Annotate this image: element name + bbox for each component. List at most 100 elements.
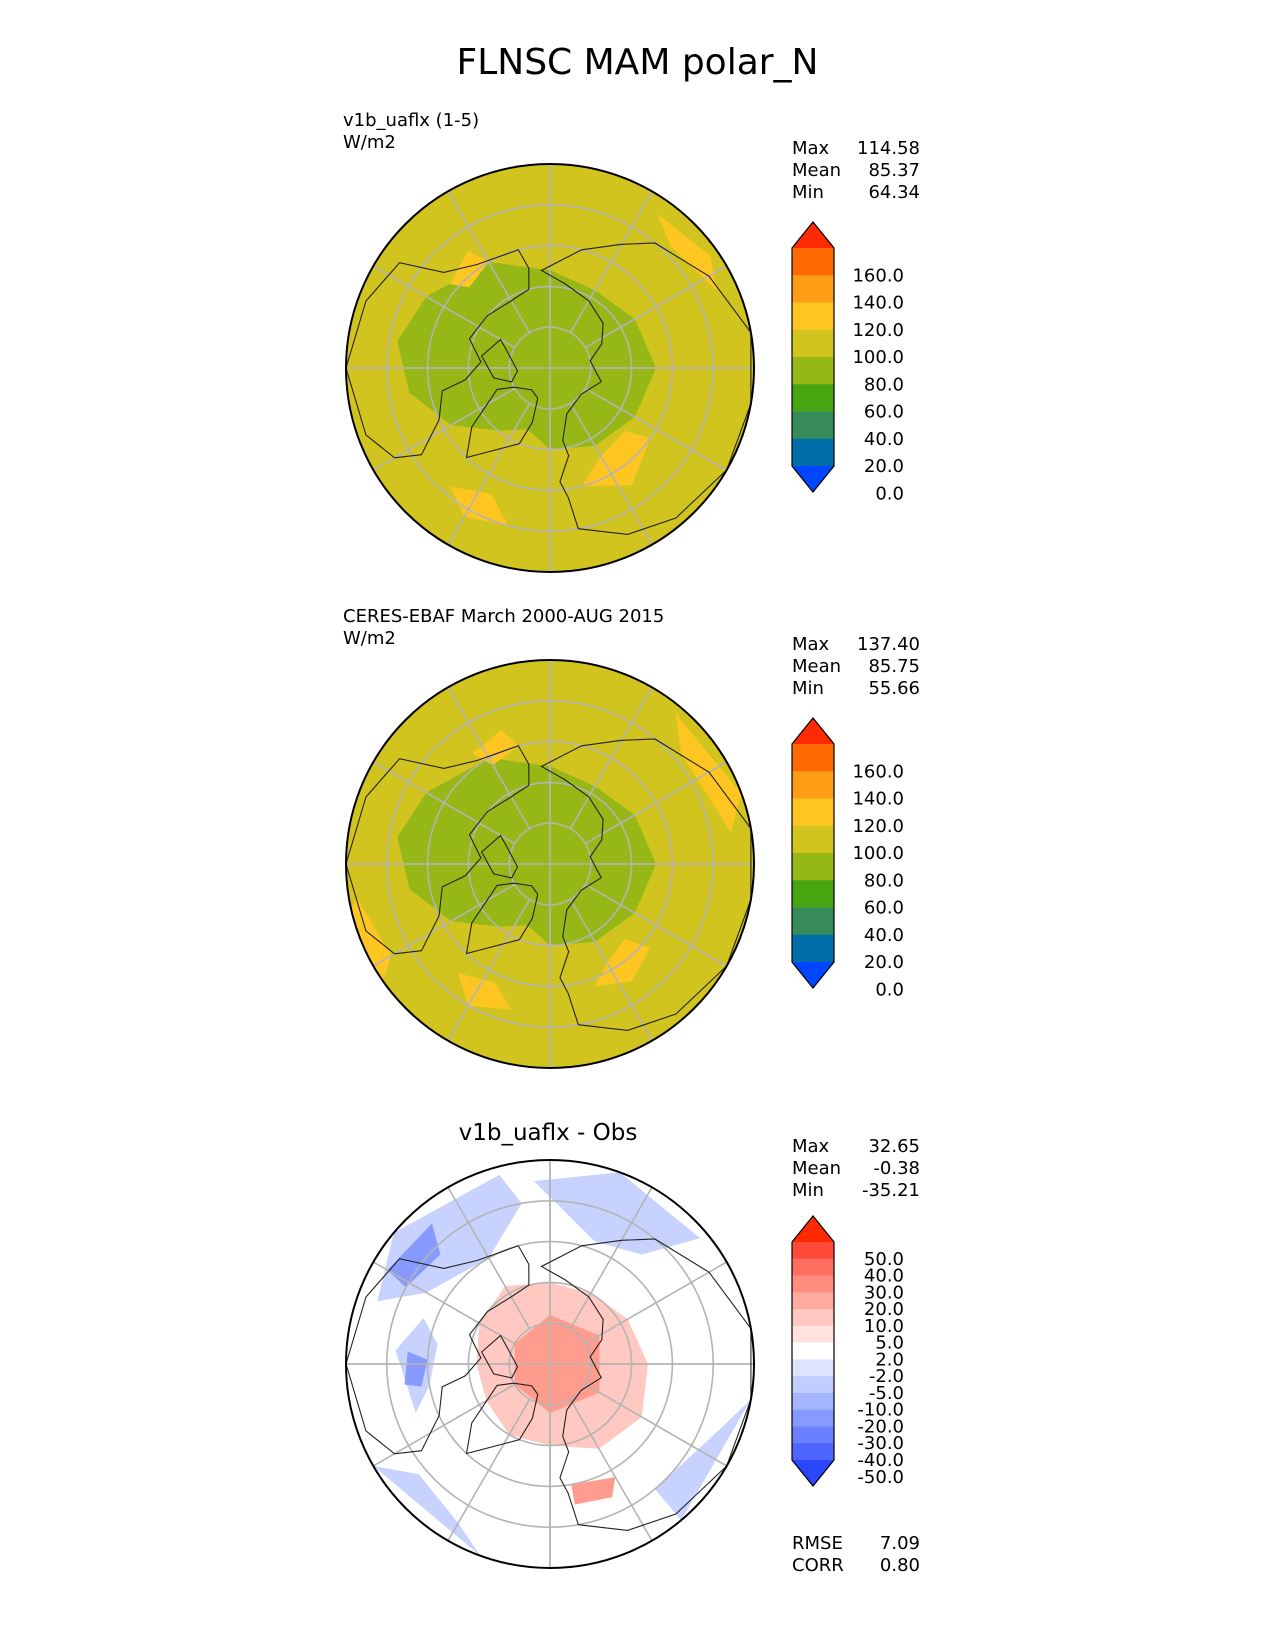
colorbar-segment [792, 1376, 834, 1394]
colorbar-tick-label: 40.0 [864, 1266, 904, 1287]
panel-3-colorbar: 50.040.030.020.010.05.02.0-2.0-5.0-10.0-… [791, 1215, 904, 1488]
stat-label: Mean [792, 1158, 842, 1179]
colorbar-tick-label: 80.0 [864, 870, 904, 891]
colorbar-tick-label: 10.0 [864, 1316, 904, 1337]
high-flux-region [346, 898, 391, 982]
colorbar-segment [792, 907, 834, 936]
high-flux-region [449, 251, 489, 288]
colorbar-segment [792, 744, 834, 772]
panel-1-colorbar: 160.0 140.0 120.0 100.0 80.0 60.0 40.0 20.0 0.0 [791, 221, 904, 504]
colorbar-segment [792, 1342, 834, 1360]
panel-1-title-line1: v1b_uaflx (1-5) [343, 110, 480, 131]
coastline-eurasia [540, 1238, 752, 1531]
low-flux-region [397, 261, 657, 450]
colorbar-segment [792, 934, 834, 963]
panel-2-colorbar: 160.0 140.0 120.0 100.0 80.0 60.0 40.0 20.0 0.0 [791, 717, 904, 1000]
colorbar-segment [792, 825, 834, 854]
colorbar-tick-label: -10.0 [857, 1400, 904, 1421]
colorbar-segment [792, 1443, 834, 1461]
panel-2-polar-map [345, 659, 755, 1069]
map-boundary [345, 659, 755, 1069]
longitude-gridline [584, 761, 728, 845]
longitude-gridline [584, 387, 728, 471]
stat-label: Max [792, 634, 830, 655]
colorbar-segment [792, 1309, 834, 1327]
panel-3-polar-map [345, 1159, 755, 1569]
longitude-gridline [447, 686, 531, 830]
longitude-gridline [372, 761, 516, 845]
colorbar-top-extension [792, 222, 834, 248]
panel-2-title: CERES-EBAF March 2000-AUG 2015 W/m2 [343, 606, 664, 650]
colorbar-segment [792, 853, 834, 881]
longitude-gridline [569, 686, 653, 830]
colorbar-segment [792, 275, 834, 303]
colorbar-outline [791, 221, 835, 493]
panel-1-polar-map [345, 163, 755, 573]
colorbar-tick-label: 160.0 [852, 761, 904, 782]
colorbar-segment [792, 1426, 834, 1444]
negative-bias-region [404, 1351, 428, 1387]
stat-value: -35.21 [861, 1180, 920, 1201]
longitude-gridline [447, 1186, 531, 1330]
colorbar-tick-label: 120.0 [852, 320, 904, 341]
stat-value: 7.09 [879, 1533, 920, 1554]
colorbar-segment [792, 880, 834, 908]
negative-bias-region [654, 1399, 751, 1521]
colorbar-segment [792, 1275, 834, 1293]
colorbar-segment [792, 1359, 834, 1377]
coastline-greenland [465, 386, 539, 459]
longitude-gridline [372, 265, 516, 349]
colorbar-segment [792, 771, 834, 799]
coastline-greenland [465, 882, 539, 955]
stat-label: Mean [792, 656, 842, 677]
colorbar-tick-label: 0.0 [875, 483, 904, 504]
colorbar-segment [792, 1325, 834, 1344]
colorbar-segment [792, 302, 834, 331]
colorbar-segment [792, 1409, 834, 1427]
coastline-eurasia [540, 738, 752, 1031]
colorbar-segment [792, 438, 834, 467]
map-boundary [345, 163, 755, 573]
longitude-gridline [447, 898, 531, 1042]
map-boundary [345, 1159, 755, 1569]
colorbar-tick-label: 60.0 [864, 402, 904, 423]
longitude-gridline [372, 883, 516, 967]
colorbar-tick-label: 100.0 [852, 347, 904, 368]
colorbar-tick-label: -30.0 [857, 1433, 904, 1454]
longitude-gridline [372, 1261, 516, 1345]
stat-label: Max [792, 1136, 830, 1157]
colorbar-tick-label: 80.0 [864, 374, 904, 395]
colorbar-tick-label: 40.0 [864, 429, 904, 450]
colorbar-bottom-extension [792, 1460, 834, 1486]
colorbar-segment [792, 1392, 834, 1411]
panel-3-title: v1b_uaflx - Obs [458, 1120, 638, 1146]
panel-1-units: W/m2 [343, 132, 396, 153]
colorbar-tick-label: 20.0 [864, 1299, 904, 1320]
colorbar-segment [792, 248, 834, 276]
longitude-gridline [569, 402, 653, 546]
colorbar-tick-label: 30.0 [864, 1282, 904, 1303]
longitude-gridline [569, 898, 653, 1042]
colorbar-tick-label: -20.0 [857, 1416, 904, 1437]
coastline-archipelago [480, 1334, 519, 1379]
longitude-gridline [584, 883, 728, 967]
colorbar-tick-label: 20.0 [864, 952, 904, 973]
colorbar-tick-label: 160.0 [852, 265, 904, 286]
colorbar-top-extension [792, 1216, 834, 1242]
colorbar-segment [792, 1292, 834, 1310]
panel-2-stats: Max 137.40 Mean 85.75 Min 55.66 [792, 634, 920, 700]
longitude-gridline [584, 1261, 728, 1345]
coastline-northAmerica [346, 249, 530, 459]
panel-3-extra-stats: RMSE 7.09 CORR 0.80 [792, 1533, 920, 1577]
colorbar-bottom-extension [792, 962, 834, 988]
stat-value: 55.66 [868, 678, 920, 699]
colorbar-tick-label: -40.0 [857, 1450, 904, 1471]
colorbar-segment [792, 411, 834, 440]
colorbar-segment [792, 798, 834, 827]
negative-bias-region [387, 1223, 441, 1288]
colorbar-tick-label: 50.0 [864, 1249, 904, 1270]
stat-label: Min [792, 678, 824, 699]
colorbar-tick-label: 20.0 [864, 456, 904, 477]
stat-value: 85.37 [868, 160, 920, 181]
stat-value: 0.80 [879, 1555, 920, 1576]
